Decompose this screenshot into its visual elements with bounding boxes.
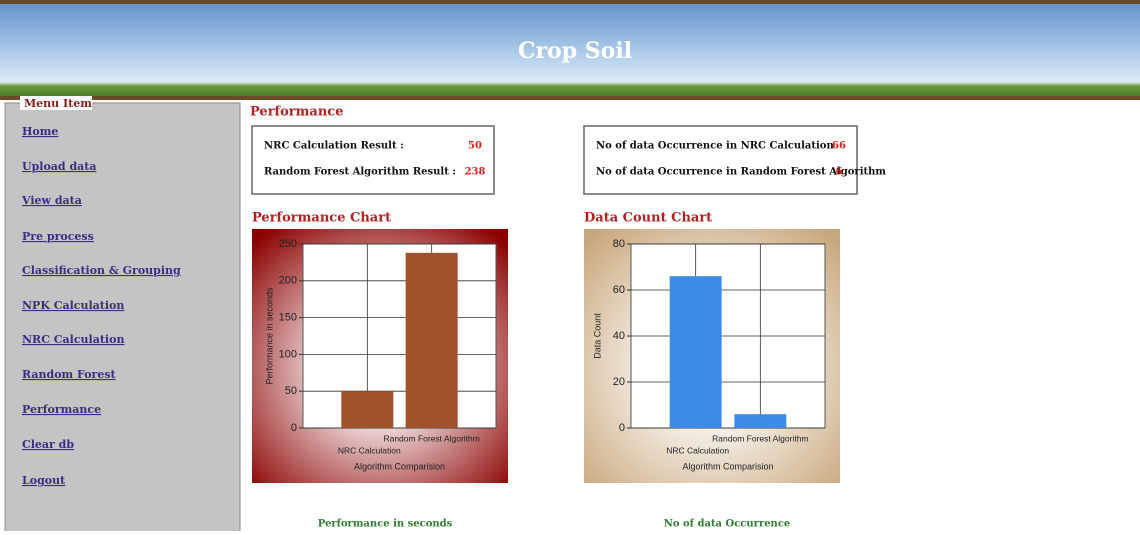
x-axis-label: Algorithm Comparision: [354, 461, 445, 471]
y-tick-label: 0: [291, 422, 297, 434]
y-tick-label: 20: [613, 376, 625, 388]
banner-edge: [0, 96, 1140, 100]
legend-bg: [20, 96, 92, 110]
menu-link[interactable]: Classification & Grouping: [22, 264, 181, 277]
result-label: Random Forest Algorithm Result :: [264, 167, 456, 178]
x-tick-label: NRC Calculation: [338, 445, 401, 455]
y-tick-label: 80: [613, 238, 625, 250]
y-tick-label: 200: [279, 275, 297, 287]
result-label: No of data Occurrence in Random Forest A…: [596, 167, 886, 178]
bar: [669, 276, 722, 428]
chart-title: Performance Chart: [252, 211, 391, 226]
menu-link[interactable]: Home: [22, 125, 58, 138]
result-value: 50: [468, 141, 482, 152]
x-tick-label: NRC Calculation: [666, 445, 729, 455]
bar: [734, 414, 787, 428]
y-tick-label: 150: [279, 312, 297, 324]
menu-link[interactable]: Pre process: [22, 230, 94, 243]
result-value: 238: [465, 167, 486, 178]
y-tick-label: 60: [613, 284, 625, 296]
y-tick-label: 50: [285, 385, 297, 397]
x-tick-label: Random Forest Algorithm: [383, 433, 479, 443]
y-tick-label: 0: [619, 422, 625, 434]
chart-caption: No of data Occurrence: [664, 519, 791, 530]
x-tick-label: Random Forest Algorithm: [712, 433, 808, 443]
x-axis-label: Algorithm Comparision: [682, 461, 773, 471]
banner-edge: [0, 0, 1140, 4]
chart-caption: Performance in seconds: [318, 519, 453, 530]
menu-link[interactable]: Upload data: [22, 160, 96, 173]
y-axis-label: Data Count: [592, 313, 602, 359]
banner: [0, 0, 1140, 100]
y-tick-label: 100: [279, 348, 297, 360]
results-box: [251, 125, 495, 195]
menu-link[interactable]: Clear db: [22, 438, 74, 451]
sidebar: [4, 102, 241, 534]
y-axis-label: Performance in seconds: [264, 287, 274, 385]
result-label: NRC Calculation Result :: [264, 141, 404, 152]
menu-link[interactable]: Performance: [22, 403, 101, 416]
menu-legend: Menu Item: [24, 97, 92, 110]
bar: [405, 252, 458, 428]
occurrence-box: [583, 125, 858, 195]
menu-link[interactable]: View data: [21, 194, 82, 207]
menu-link[interactable]: Logout: [22, 474, 66, 487]
site-title: Crop Soil: [518, 38, 632, 64]
y-tick-label: 250: [279, 238, 297, 250]
chart-title: Data Count Chart: [584, 211, 712, 226]
section-title: Performance: [250, 105, 343, 120]
menu-link[interactable]: NPK Calculation: [22, 299, 124, 312]
result-value: 66: [832, 141, 846, 152]
bar: [341, 391, 394, 428]
result-value: 6: [836, 167, 843, 178]
menu-link[interactable]: Random Forest: [22, 368, 117, 381]
plot-area: [302, 243, 497, 429]
y-tick-label: 40: [613, 330, 625, 342]
menu-link[interactable]: NRC Calculation: [22, 333, 124, 346]
result-label: No of data Occurrence in NRC Calculation: [596, 141, 834, 152]
